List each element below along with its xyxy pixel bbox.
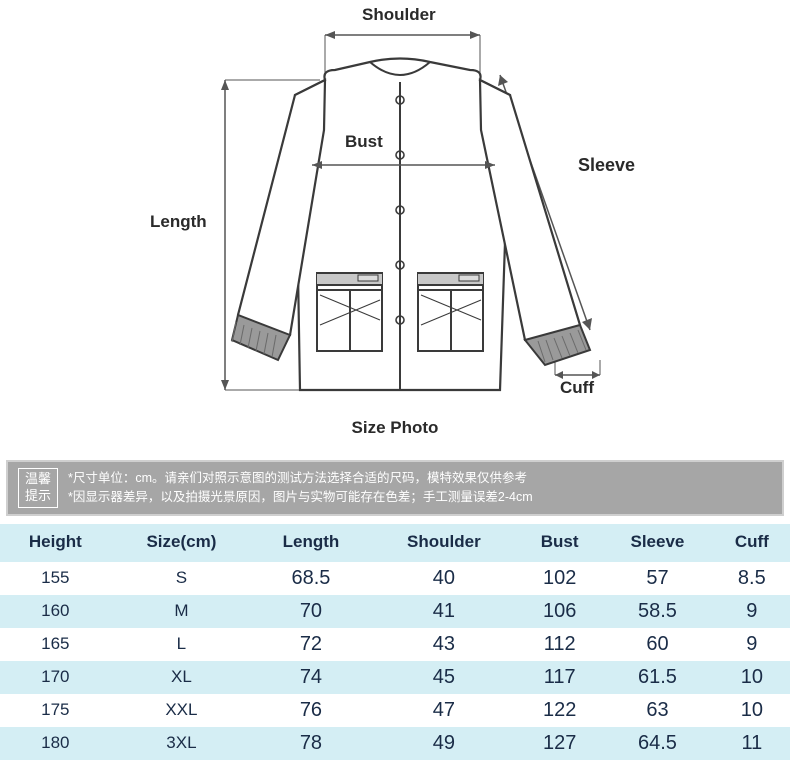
cell: 10: [714, 661, 790, 694]
table-header-row: Height Size(cm) Length Shoulder Bust Sle…: [0, 524, 790, 562]
col-shoulder: Shoulder: [370, 524, 518, 562]
label-length: Length: [150, 212, 207, 232]
table-row: 155 S 68.5 40 102 57 8.5: [0, 562, 790, 595]
col-height: Height: [0, 524, 111, 562]
cell: 47: [370, 694, 518, 727]
table-row: 180 3XL 78 49 127 64.5 11: [0, 727, 790, 760]
cell: 180: [0, 727, 111, 760]
cell: S: [111, 562, 253, 595]
cell: 160: [0, 595, 111, 628]
cell: 102: [518, 562, 601, 595]
cell: 68.5: [252, 562, 369, 595]
notice-line1: *尺寸单位：cm。请亲们对照示意图的测试方法选择合适的尺码，模特效果仅供参考: [68, 469, 533, 488]
cell: L: [111, 628, 253, 661]
cell: 61.5: [601, 661, 713, 694]
cell: 45: [370, 661, 518, 694]
cell: 76: [252, 694, 369, 727]
notice-line2: *因显示器差异，以及拍摄光景原因，图片与实物可能存在色差；手工测量误差2-4cm: [68, 488, 533, 507]
cell: 155: [0, 562, 111, 595]
table-row: 175 XXL 76 47 122 63 10: [0, 694, 790, 727]
cell: XL: [111, 661, 253, 694]
cell: 49: [370, 727, 518, 760]
cell: 11: [714, 727, 790, 760]
col-size: Size(cm): [111, 524, 253, 562]
table-row: 170 XL 74 45 117 61.5 10: [0, 661, 790, 694]
col-sleeve: Sleeve: [601, 524, 713, 562]
cell: 10: [714, 694, 790, 727]
cell: 112: [518, 628, 601, 661]
col-length: Length: [252, 524, 369, 562]
cell: M: [111, 595, 253, 628]
table-body: 155 S 68.5 40 102 57 8.5 160 M 70 41 106…: [0, 562, 790, 760]
cell: 127: [518, 727, 601, 760]
notice-bar: 温馨 提示 *尺寸单位：cm。请亲们对照示意图的测试方法选择合适的尺码，模特效果…: [6, 460, 784, 516]
notice-tag: 温馨 提示: [18, 468, 58, 508]
col-cuff: Cuff: [714, 524, 790, 562]
size-table: Height Size(cm) Length Shoulder Bust Sle…: [0, 524, 790, 760]
cell: 70: [252, 595, 369, 628]
size-diagram: Shoulder Bust Sleeve Length Cuff Size Ph…: [0, 0, 790, 460]
cell: 57: [601, 562, 713, 595]
table-row: 165 L 72 43 112 60 9: [0, 628, 790, 661]
cell: 63: [601, 694, 713, 727]
cell: 72: [252, 628, 369, 661]
cell: 60: [601, 628, 713, 661]
cell: 165: [0, 628, 111, 661]
cell: 9: [714, 595, 790, 628]
cell: 74: [252, 661, 369, 694]
cell: 3XL: [111, 727, 253, 760]
cell: 58.5: [601, 595, 713, 628]
cell: 43: [370, 628, 518, 661]
cell: 170: [0, 661, 111, 694]
notice-tag-line1: 温馨: [25, 471, 51, 488]
cell: 175: [0, 694, 111, 727]
cell: 117: [518, 661, 601, 694]
label-sleeve: Sleeve: [578, 155, 635, 176]
cell: 8.5: [714, 562, 790, 595]
table-row: 160 M 70 41 106 58.5 9: [0, 595, 790, 628]
cell: 122: [518, 694, 601, 727]
cell: 40: [370, 562, 518, 595]
cell: 9: [714, 628, 790, 661]
label-shoulder: Shoulder: [362, 5, 436, 25]
diagram-caption: Size Photo: [0, 418, 790, 438]
jacket-diagram-svg: [0, 0, 790, 440]
notice-tag-line2: 提示: [25, 488, 51, 505]
cell: 64.5: [601, 727, 713, 760]
cell: 41: [370, 595, 518, 628]
label-bust: Bust: [345, 132, 383, 152]
cell: 106: [518, 595, 601, 628]
cell: XXL: [111, 694, 253, 727]
label-cuff: Cuff: [560, 378, 594, 398]
col-bust: Bust: [518, 524, 601, 562]
cell: 78: [252, 727, 369, 760]
notice-text: *尺寸单位：cm。请亲们对照示意图的测试方法选择合适的尺码，模特效果仅供参考 *…: [68, 469, 533, 507]
